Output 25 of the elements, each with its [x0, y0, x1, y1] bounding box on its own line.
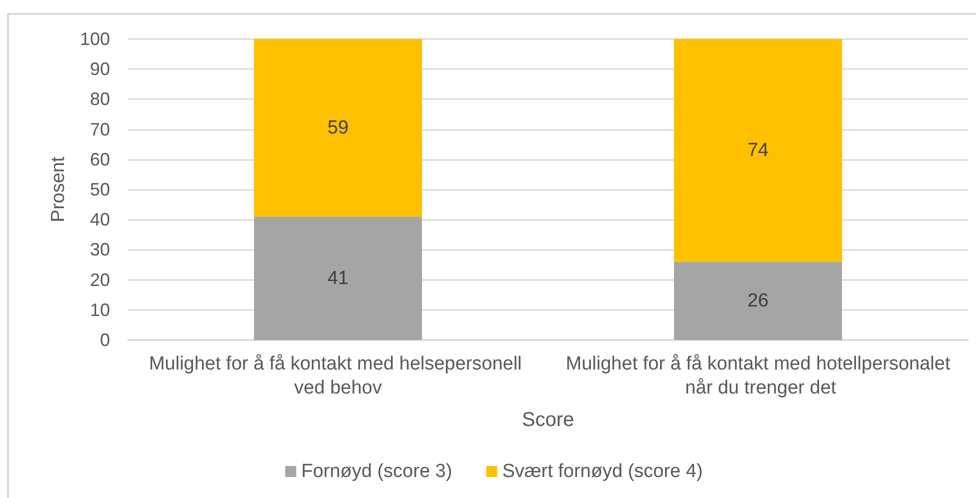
y-tick-label: 0	[100, 330, 110, 350]
legend-label: Svært fornøyd (score 4)	[502, 461, 703, 482]
x-tick-label: Mulighet for å få kontakt med helsepersonell ved behov	[148, 354, 528, 398]
y-axis-title: Prosent	[48, 156, 69, 222]
legend-label: Fornøyd (score 3)	[301, 461, 452, 482]
y-tick-label: 50	[90, 180, 110, 200]
y-tick-label: 90	[90, 59, 110, 80]
data-label: 41	[327, 268, 349, 289]
data-label: 74	[747, 140, 769, 161]
y-tick-label: 60	[90, 149, 110, 170]
y-tick-label: 20	[90, 270, 110, 290]
bar	[674, 262, 842, 340]
y-tick-label: 80	[90, 89, 110, 110]
bar	[254, 39, 422, 217]
x-axis-title: Score	[522, 409, 574, 431]
bar	[254, 216, 422, 340]
y-tick-label: 100	[80, 29, 110, 49]
x-tick-label: Mulighet for å få kontakt med hotellpersonalet når du trenger det	[566, 354, 951, 398]
bar	[674, 39, 842, 262]
y-tick-label: 70	[90, 119, 110, 140]
y-tick-label: 40	[90, 210, 110, 230]
data-label: 59	[327, 117, 349, 138]
data-label: 26	[747, 290, 769, 312]
y-tick-label: 10	[90, 300, 110, 320]
y-tick-label: 30	[90, 240, 110, 260]
